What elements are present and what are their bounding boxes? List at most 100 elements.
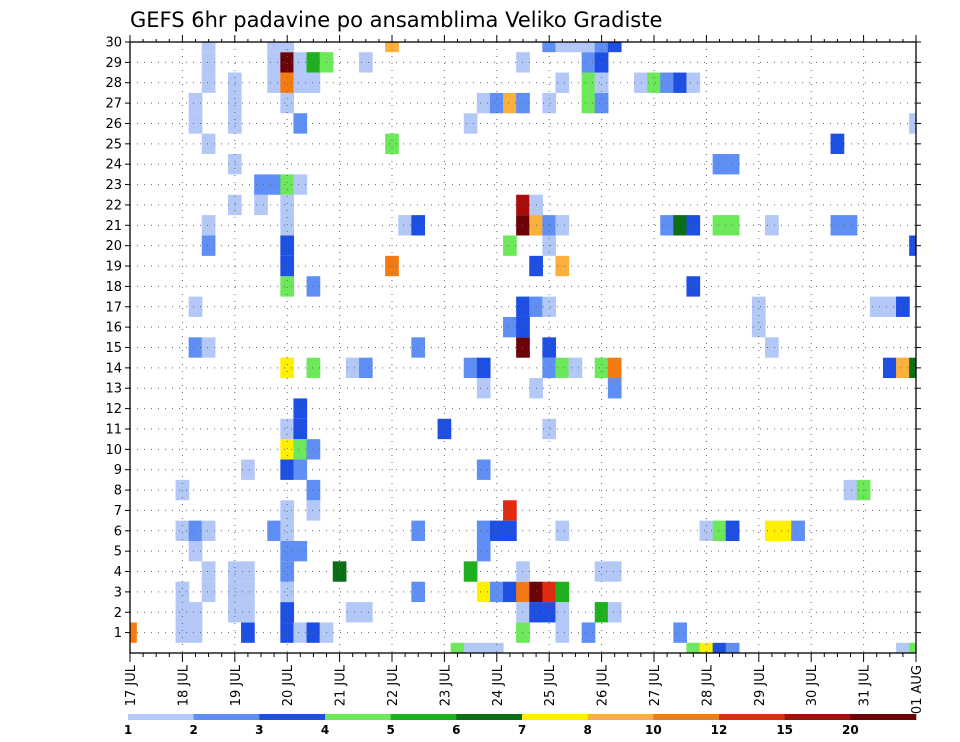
heatmap-cell bbox=[542, 357, 557, 379]
heatmap-cell bbox=[869, 296, 884, 317]
heatmap-cell bbox=[463, 642, 478, 653]
heatmap-cell bbox=[188, 602, 203, 623]
heatmap-cell bbox=[201, 235, 216, 256]
heatmap-cell bbox=[555, 581, 570, 603]
chart-title: GEFS 6hr padavine po ansamblima Veliko G… bbox=[130, 8, 662, 32]
heatmap-cell bbox=[254, 194, 268, 216]
heatmap-cell bbox=[555, 72, 570, 93]
colorbar-label: 20 bbox=[842, 723, 859, 737]
heatmap-cell bbox=[476, 92, 491, 114]
heatmap-cell bbox=[280, 92, 295, 114]
heatmap-cell bbox=[634, 72, 648, 93]
heatmap-cell bbox=[175, 622, 190, 643]
heatmap-cell bbox=[594, 52, 609, 73]
heatmap-cell bbox=[568, 357, 583, 379]
heatmap-cell bbox=[280, 561, 295, 582]
heatmap-cell bbox=[332, 561, 347, 582]
heatmap-cell bbox=[450, 642, 465, 653]
heatmap-cell bbox=[398, 215, 412, 236]
colorbar-label: 8 bbox=[583, 723, 591, 737]
heatmap-cell bbox=[358, 602, 373, 623]
heatmap-cell bbox=[188, 540, 203, 562]
colorbar-swatch bbox=[784, 714, 851, 720]
heatmap-cell bbox=[267, 72, 281, 93]
y-tick-label: 18 bbox=[105, 280, 122, 295]
heatmap-cell bbox=[594, 357, 609, 379]
heatmap-cell bbox=[751, 296, 766, 317]
heatmap-cell bbox=[712, 520, 727, 541]
heatmap-cell bbox=[188, 622, 203, 643]
heatmap-cell bbox=[673, 622, 688, 643]
x-tick-label: 18 JUL bbox=[176, 664, 191, 706]
heatmap-cell bbox=[542, 581, 557, 603]
heatmap-cell bbox=[463, 113, 478, 134]
heatmap-cell bbox=[358, 357, 373, 379]
heatmap-cell bbox=[241, 459, 255, 480]
heatmap-cell bbox=[712, 215, 727, 236]
heatmap-cell bbox=[660, 215, 674, 236]
heatmap-cell bbox=[306, 52, 321, 73]
heatmap-cell bbox=[188, 337, 203, 358]
y-tick-label: 19 bbox=[105, 260, 122, 275]
heatmap-cell bbox=[280, 622, 295, 643]
heatmap-cell bbox=[267, 174, 281, 195]
heatmap-cell bbox=[882, 357, 897, 379]
heatmap-cell bbox=[293, 459, 308, 480]
heatmap-cell bbox=[306, 276, 321, 297]
heatmap-cell bbox=[385, 42, 399, 53]
colorbar-swatch bbox=[653, 714, 720, 720]
heatmap-cell bbox=[267, 52, 281, 73]
heatmap-cell bbox=[765, 215, 779, 236]
heatmap-cell bbox=[175, 602, 190, 623]
heatmap-cell bbox=[293, 418, 308, 440]
heatmap-cell bbox=[542, 92, 557, 114]
heatmap-cell bbox=[489, 92, 504, 114]
y-tick-label: 24 bbox=[105, 158, 122, 173]
y-tick-label: 15 bbox=[105, 341, 122, 356]
y-tick-label: 2 bbox=[114, 606, 122, 621]
heatmap-cell bbox=[765, 520, 779, 541]
x-tick-label: 20 JUL bbox=[281, 664, 296, 706]
grid-lines bbox=[130, 42, 916, 653]
heatmap-cell bbox=[293, 540, 308, 562]
heatmap-cell bbox=[896, 357, 910, 379]
heatmap-cell bbox=[345, 602, 360, 623]
heatmap-cell bbox=[896, 296, 910, 317]
heatmap-cell bbox=[227, 72, 242, 93]
heatmap-cell bbox=[293, 52, 308, 73]
heatmap-cell bbox=[555, 622, 570, 643]
colorbar-label: 5 bbox=[386, 723, 394, 737]
heatmap-cell bbox=[280, 215, 295, 236]
colorbar-swatch bbox=[522, 714, 588, 720]
heatmap-cell bbox=[503, 500, 517, 521]
heatmap-cell bbox=[463, 561, 478, 582]
heatmap-cell bbox=[503, 235, 517, 256]
heatmap-cell bbox=[673, 215, 688, 236]
colorbar-label: 10 bbox=[645, 723, 662, 737]
x-tick-label: 17 JUL bbox=[124, 664, 139, 706]
heatmap-cell bbox=[267, 42, 281, 53]
heatmap-cell bbox=[607, 357, 622, 379]
heatmap-cell bbox=[201, 72, 216, 93]
heatmap-cell bbox=[293, 113, 308, 134]
colorbar-label: 15 bbox=[776, 723, 793, 737]
y-tick-label: 26 bbox=[105, 117, 122, 132]
x-tick-label: 25 JUL bbox=[543, 664, 558, 706]
heatmap-cell bbox=[188, 92, 203, 114]
y-tick-label: 13 bbox=[105, 382, 122, 397]
heatmap-cell bbox=[555, 42, 570, 53]
heatmap-cell bbox=[699, 642, 714, 653]
heatmap-cell bbox=[751, 316, 766, 338]
x-tick-label: 01 AUG bbox=[910, 665, 925, 714]
heatmap-cell bbox=[345, 357, 360, 379]
heatmap-cell bbox=[241, 581, 255, 603]
heatmap-cell bbox=[503, 92, 517, 114]
heatmap-cell bbox=[254, 174, 268, 195]
heatmap-cell bbox=[280, 52, 295, 73]
heatmap-cell bbox=[280, 174, 295, 195]
heatmap-cell bbox=[188, 520, 203, 541]
heatmap-cell bbox=[293, 174, 308, 195]
heatmap-cell bbox=[267, 520, 281, 541]
y-tick-label: 30 bbox=[105, 36, 122, 51]
